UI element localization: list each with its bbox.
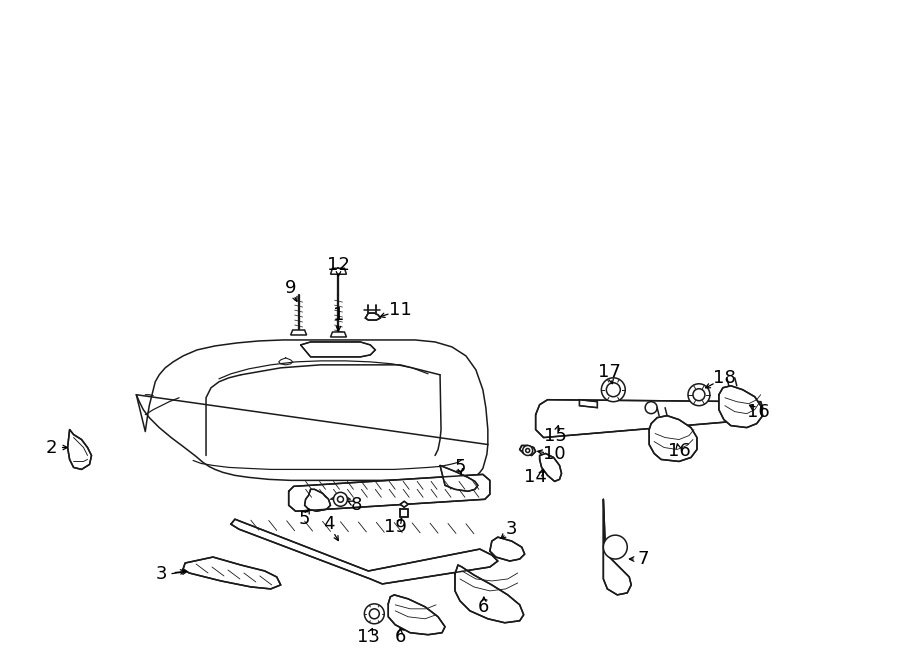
Polygon shape: [519, 446, 536, 455]
Text: 16: 16: [747, 403, 770, 420]
Circle shape: [693, 389, 705, 401]
Text: 7: 7: [637, 550, 649, 568]
Polygon shape: [330, 332, 346, 337]
Circle shape: [607, 383, 620, 397]
Circle shape: [369, 609, 379, 619]
Text: 6: 6: [394, 628, 406, 646]
Text: 1: 1: [333, 306, 344, 324]
Text: 16: 16: [668, 442, 690, 461]
Circle shape: [523, 446, 533, 455]
Polygon shape: [301, 342, 375, 357]
Polygon shape: [289, 475, 490, 511]
Text: 2: 2: [46, 438, 58, 457]
Polygon shape: [291, 330, 307, 335]
Text: 12: 12: [327, 256, 350, 274]
Text: 15: 15: [544, 426, 567, 445]
Polygon shape: [455, 565, 524, 623]
Text: 5: 5: [299, 510, 310, 528]
Polygon shape: [490, 537, 525, 561]
Text: 13: 13: [357, 628, 380, 646]
Text: 3: 3: [156, 565, 167, 583]
Polygon shape: [540, 453, 562, 481]
Text: 17: 17: [598, 363, 621, 381]
Text: 4: 4: [323, 515, 334, 533]
Text: 19: 19: [383, 518, 407, 536]
Polygon shape: [400, 501, 409, 507]
Text: 9: 9: [285, 279, 296, 297]
Polygon shape: [440, 465, 478, 491]
Circle shape: [603, 535, 627, 559]
Polygon shape: [388, 595, 445, 635]
Circle shape: [338, 496, 344, 502]
Polygon shape: [536, 400, 762, 438]
Polygon shape: [304, 489, 330, 511]
Text: 3: 3: [506, 520, 518, 538]
Circle shape: [526, 449, 530, 453]
Circle shape: [334, 492, 347, 506]
Polygon shape: [330, 268, 346, 274]
Polygon shape: [603, 499, 631, 595]
Text: 6: 6: [478, 598, 490, 616]
Polygon shape: [365, 313, 381, 320]
Text: 8: 8: [351, 496, 362, 514]
Circle shape: [688, 384, 710, 406]
Polygon shape: [580, 400, 598, 408]
Polygon shape: [400, 509, 409, 517]
Polygon shape: [649, 416, 697, 461]
Polygon shape: [719, 386, 762, 428]
Circle shape: [364, 604, 384, 624]
Circle shape: [601, 378, 626, 402]
Circle shape: [645, 402, 657, 414]
Polygon shape: [68, 430, 92, 469]
Text: 5: 5: [454, 459, 465, 477]
Text: 14: 14: [524, 469, 547, 486]
Polygon shape: [231, 519, 498, 584]
Text: 18: 18: [714, 369, 736, 387]
Text: 10: 10: [544, 446, 566, 463]
Text: 11: 11: [389, 301, 411, 319]
Polygon shape: [183, 557, 281, 589]
